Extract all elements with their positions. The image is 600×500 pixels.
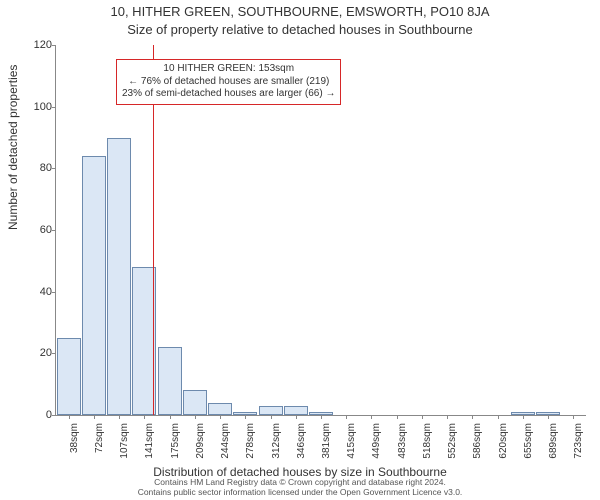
x-tick-mark	[371, 415, 372, 419]
x-tick-mark	[170, 415, 171, 419]
x-tick-mark	[321, 415, 322, 419]
x-tick-mark	[548, 415, 549, 419]
y-axis-label: Number of detached properties	[6, 65, 20, 230]
histogram-bar	[183, 390, 207, 415]
plot-area: 10 HITHER GREEN: 153sqm ← 76% of detache…	[55, 45, 586, 416]
histogram-bar	[259, 406, 283, 415]
histogram-bar	[82, 156, 106, 415]
address-title: 10, HITHER GREEN, SOUTHBOURNE, EMSWORTH,…	[0, 4, 600, 19]
y-tick-label: 0	[26, 409, 52, 421]
x-tick-mark	[573, 415, 574, 419]
x-tick-mark	[472, 415, 473, 419]
y-tick-mark	[52, 45, 56, 46]
x-tick-mark	[94, 415, 95, 419]
footer-attribution: Contains HM Land Registry data © Crown c…	[0, 478, 600, 498]
annotation-line-3: 23% of semi-detached houses are larger (…	[122, 88, 335, 101]
x-tick-mark	[119, 415, 120, 419]
x-tick-mark	[144, 415, 145, 419]
x-tick-mark	[397, 415, 398, 419]
x-tick-mark	[220, 415, 221, 419]
x-tick-mark	[296, 415, 297, 419]
histogram-bar	[284, 406, 308, 415]
x-tick-mark	[447, 415, 448, 419]
y-tick-mark	[52, 107, 56, 108]
histogram-bar	[536, 412, 560, 415]
histogram-bar	[107, 138, 131, 416]
x-tick-mark	[498, 415, 499, 419]
y-tick-label: 60	[26, 224, 52, 236]
x-tick-mark	[195, 415, 196, 419]
annotation-line-1: 10 HITHER GREEN: 153sqm	[122, 63, 335, 76]
histogram-bar	[233, 412, 257, 415]
x-tick-mark	[523, 415, 524, 419]
y-tick-mark	[52, 292, 56, 293]
y-tick-label: 20	[26, 347, 52, 359]
histogram-bar	[208, 403, 232, 415]
chart-container: 10, HITHER GREEN, SOUTHBOURNE, EMSWORTH,…	[0, 0, 600, 500]
x-tick-mark	[271, 415, 272, 419]
x-tick-mark	[346, 415, 347, 419]
y-tick-label: 80	[26, 162, 52, 174]
annotation-box: 10 HITHER GREEN: 153sqm ← 76% of detache…	[116, 59, 341, 105]
y-tick-mark	[52, 353, 56, 354]
histogram-bar	[511, 412, 535, 415]
y-tick-label: 100	[26, 101, 52, 113]
y-tick-label: 40	[26, 286, 52, 298]
y-tick-mark	[52, 230, 56, 231]
y-tick-label: 120	[26, 39, 52, 51]
histogram-bar	[57, 338, 81, 415]
x-tick-mark	[69, 415, 70, 419]
chart-title: Size of property relative to detached ho…	[0, 22, 600, 37]
y-tick-mark	[52, 415, 56, 416]
x-tick-mark	[422, 415, 423, 419]
annotation-line-2: ← 76% of detached houses are smaller (21…	[122, 76, 335, 89]
histogram-bar	[309, 412, 333, 415]
x-tick-mark	[245, 415, 246, 419]
histogram-bar	[158, 347, 182, 415]
y-tick-mark	[52, 168, 56, 169]
